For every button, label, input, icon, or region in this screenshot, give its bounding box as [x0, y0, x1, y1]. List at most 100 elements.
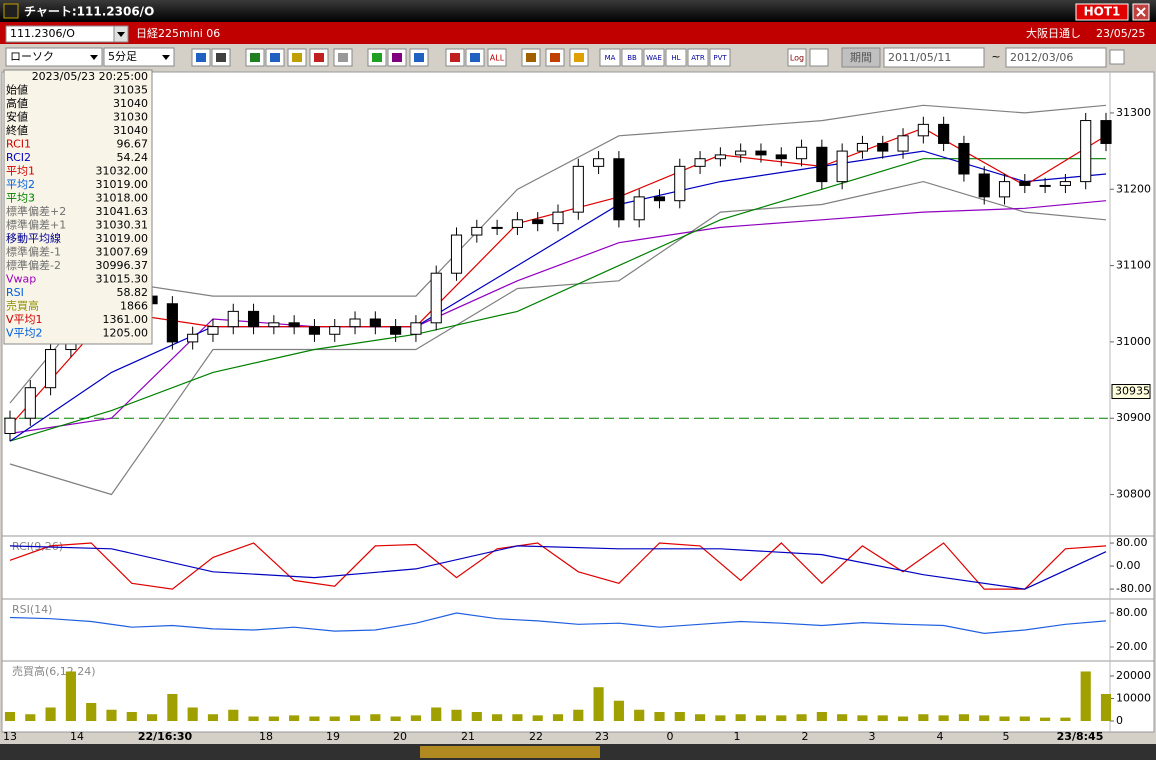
volume-bar: [471, 711, 482, 721]
volume-bar: [187, 707, 198, 721]
info-label: 平均2: [6, 178, 35, 191]
chart-type[interactable]: ローソク: [10, 50, 54, 63]
candle-body: [450, 234, 463, 274]
all-button[interactable]: [487, 48, 507, 67]
period-button[interactable]: [841, 47, 881, 68]
panel-line: RSI(14) 80.00 20.00: [9, 603, 1148, 653]
candle-body: [1100, 120, 1112, 144]
hot-label[interactable]: HOT1: [1084, 5, 1121, 19]
candle-body: [877, 142, 889, 152]
y-tick-label: 20.00: [1116, 640, 1148, 653]
candle-body: [410, 322, 422, 335]
volume-bar: [695, 714, 706, 721]
tool-button[interactable]: [809, 48, 829, 67]
y-tick-label: 0.00: [1116, 559, 1141, 572]
x-tick-label: 19: [326, 730, 340, 743]
info-label: 安値: [6, 110, 28, 124]
volume-bar: [1040, 717, 1051, 721]
candle-body: [836, 150, 848, 183]
tool-label[interactable]: HL: [671, 54, 680, 62]
x-tick-label: 22: [529, 730, 543, 743]
y-tick-label: -80.00: [1116, 582, 1151, 595]
dropdown-arrow: [162, 55, 170, 60]
tool-label[interactable]: PVT: [713, 54, 727, 62]
x-tick-label: 23: [595, 730, 609, 743]
x-tick-label: 14: [70, 730, 84, 743]
candle-body: [958, 142, 970, 175]
tool-label[interactable]: BB: [627, 54, 637, 62]
panel-title: 売買高(6,12,24): [12, 664, 96, 678]
x-tick-label: 2: [802, 730, 809, 743]
info-label: 高値: [6, 96, 28, 110]
y-tick-label: 30900: [1116, 411, 1151, 424]
candle-body: [227, 310, 239, 328]
candle-body: [694, 158, 706, 167]
info-value: 31007.69: [96, 246, 149, 259]
y-tick-label: 80.00: [1116, 536, 1148, 549]
x-tick-label: 3: [869, 730, 876, 743]
indicator-line: [9, 542, 1107, 590]
tool-glyph: [574, 53, 584, 62]
tool-button[interactable]: [599, 48, 621, 67]
candle-body: [593, 158, 605, 167]
x-tick-label: 21: [461, 730, 475, 743]
candle-body: [552, 211, 564, 225]
last-value-label: 30935: [1115, 385, 1150, 398]
indicator-line: [9, 612, 1107, 635]
candle-body: [795, 146, 808, 160]
title-bar: [0, 0, 1156, 22]
tool-glyph: [470, 53, 480, 62]
chart-type-select[interactable]: [5, 47, 103, 67]
from-date[interactable]: 2011/05/11: [888, 51, 951, 64]
candle-body: [572, 165, 584, 213]
volume-bar: [329, 716, 340, 721]
symbol[interactable]: 111.2306/O: [10, 27, 75, 40]
log-button[interactable]: [787, 48, 807, 67]
info-label: 終値: [6, 123, 28, 137]
x-tick-label: 18: [259, 730, 273, 743]
volume-bar: [735, 714, 746, 721]
tool-label[interactable]: MA: [605, 54, 616, 62]
y-tick-label: 30800: [1116, 488, 1151, 501]
tool-button[interactable]: [643, 48, 665, 67]
candle-body: [24, 387, 36, 419]
interval[interactable]: 5分足: [108, 50, 137, 63]
to-date[interactable]: 2012/03/06: [1010, 51, 1073, 64]
tool-glyph: [270, 53, 280, 62]
from-date-input[interactable]: [883, 47, 985, 68]
checkbox[interactable]: [1109, 49, 1125, 65]
hot-button[interactable]: [1075, 3, 1129, 21]
info-value: 31035: [113, 84, 148, 97]
candle-body: [978, 173, 990, 198]
volume-bar: [370, 714, 381, 721]
scroll-thumb[interactable]: [420, 746, 600, 758]
volume-bar: [634, 709, 645, 721]
x-tick-label: 22/16:30: [138, 730, 193, 743]
candle-body: [247, 310, 260, 328]
dropdown-arrow: [90, 55, 98, 60]
tool-icons: MA BB WAE HL ATR PVT: [191, 48, 829, 67]
interval-select[interactable]: [103, 47, 175, 67]
tool-button[interactable]: [709, 48, 731, 67]
tool-button[interactable]: [665, 48, 687, 67]
info-box: 2023/05/23 20:25:00 始値 31035 高値 31040 安値 3103…: [3, 69, 153, 345]
tool-button[interactable]: [687, 48, 709, 67]
period-label[interactable]: 期間: [850, 51, 872, 64]
last-value-box: [1111, 384, 1151, 400]
volume-bar: [796, 714, 807, 721]
candle-body: [532, 219, 544, 225]
tool-label[interactable]: WAE: [646, 54, 662, 62]
candle-body: [1059, 181, 1071, 186]
volume-bar: [390, 716, 401, 721]
volume-bar: [248, 716, 259, 721]
to-date-input[interactable]: [1005, 47, 1107, 68]
info-label: 始値: [6, 83, 28, 97]
volume-bar: [532, 715, 543, 721]
tool-glyph: [450, 53, 460, 62]
log-label[interactable]: Log: [790, 54, 804, 63]
tool-label[interactable]: ATR: [691, 54, 705, 62]
tool-button[interactable]: [621, 48, 643, 67]
all-label[interactable]: ALL: [490, 54, 505, 63]
x-tick-label: 1: [734, 730, 741, 743]
y-tick-label: 31000: [1116, 335, 1151, 348]
